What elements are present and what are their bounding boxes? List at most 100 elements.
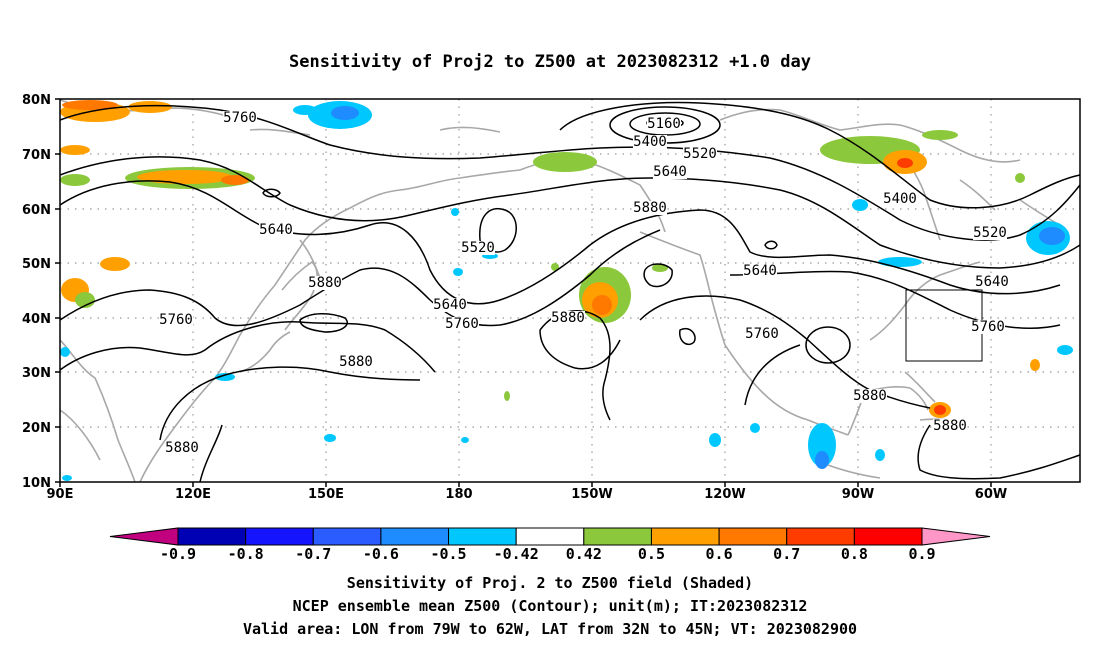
contour-label: 5880 [551,310,585,326]
longitude-axis: 90E 120E 150E 180 150W 120W 90W 60W [47,482,1007,502]
contour-label-bg [339,355,373,369]
contour-label: 5640 [653,164,687,180]
figure-title: Sensitivity of Proj2 to Z500 at 20230823… [289,52,811,72]
colorbar-segment [380,527,450,546]
contour-label: 5640 [743,263,777,279]
lat-tick-label: 20N [22,421,51,436]
colorbar-segment [853,527,923,546]
lat-tick-label: 70N [22,148,51,163]
colorbar-tick-label: 0.5 [638,545,665,563]
contour-label: 5880 [165,440,199,456]
sensitivity-shading [60,100,1073,481]
contour-label-bg [743,264,777,278]
contour-label: 5400 [633,134,667,150]
contour-label: 5520 [683,146,717,162]
contour-label: 5640 [975,274,1009,290]
contour-label: 5640 [433,297,467,313]
contour-label: 5760 [445,316,479,332]
contour-label: 5400 [883,191,917,207]
contour-label-bg [461,241,495,255]
contour-label: 5880 [308,275,342,291]
contour-label-bg [647,117,681,131]
lon-tick-label: 180 [445,487,472,502]
lon-tick-label: 120E [175,487,211,502]
contour-label-bg [259,223,293,237]
colorbar-segment [515,527,585,546]
contour-label-bg [745,327,779,341]
map-plot-area: 5160 5400 5520 5640 5760 5520 5640 5520 5640 5760… [59,98,1081,483]
contour-label: 5760 [159,312,193,328]
contour-label: 5640 [259,222,293,238]
lon-tick-label: 90E [47,487,74,502]
caption-line-1: Sensitivity of Proj. 2 to Z500 field (Sh… [347,574,753,592]
caption-line-2: NCEP ensemble mean Z500 (Contour); unit(… [293,597,808,615]
lon-tick-label: 60W [975,487,1007,502]
lat-tick-label: 40N [22,312,51,327]
lat-tick-label: 60N [22,203,51,218]
colorbar-tick-label: -0.5 [430,545,466,563]
contour-label: 5520 [973,225,1007,241]
contour-label-bg [308,276,342,290]
lon-tick-label: 120W [704,487,745,502]
colorbar-tick-label: -0.6 [363,545,399,563]
contour-label: 5880 [933,418,967,434]
contour-label-bg [551,311,585,325]
contour-label-bg [159,313,193,327]
colorbar-tick-label: -0.42 [494,545,539,563]
lat-tick-label: 10N [22,476,51,491]
colorbar-segment [448,527,517,546]
colorbar-segment [650,527,720,546]
contour-label: 5520 [461,240,495,256]
contour-label-bg [853,389,887,403]
lat-tick-label: 50N [22,257,51,272]
contour-label: 5880 [339,354,373,370]
colorbar-segment [245,527,314,546]
colorbar-tick-label: -0.8 [228,545,264,563]
contour-label: 5760 [971,319,1005,335]
contour-label: 5160 [647,116,681,132]
contour-label-bg [633,201,667,215]
colorbar-tick-label: 0.8 [841,545,868,563]
caption-line-3: Valid area: LON from 79W to 62W, LAT fro… [243,620,857,638]
lon-tick-label: 90W [842,487,874,502]
contour-label-bg [975,275,1009,289]
lat-tick-label: 30N [22,366,51,381]
colorbar-segment [312,527,382,546]
contour-label-bg [433,298,467,312]
contour-label-bg [973,226,1007,240]
contour-label-bg [971,320,1005,334]
contour-label-bg [223,111,257,125]
colorbar-segment [718,527,788,546]
lon-tick-label: 150E [308,487,344,502]
contour-label: 5760 [745,326,779,342]
contour-label-bg [883,192,917,206]
colorbar-segment [786,527,855,546]
colorbar: -0.9 -0.8 -0.7 -0.6 -0.5 -0.42 0.42 0.5 0.6 0.7 0.… [109,527,991,563]
contour-label-bg [933,419,967,433]
latitude-axis: 80N 70N 60N 50N 40N 30N 20N 10N [22,93,60,491]
contour-label: 5880 [633,200,667,216]
colorbar-tick-label: 0.6 [706,545,733,563]
map-border [59,98,1081,483]
contour-label-bg [445,317,479,331]
colorbar-max-triangle [921,527,991,546]
contour-label-bg [633,135,667,149]
contour-label: 5880 [853,388,887,404]
lat-tick-label: 80N [22,93,51,108]
contour-label-bg [165,441,199,455]
contour-label: 5760 [223,110,257,126]
colorbar-tick-label: -0.7 [295,545,331,563]
contour-label-bg [653,165,687,179]
colorbar-tick-label: 0.9 [908,545,935,563]
lon-tick-label: 150W [571,487,612,502]
colorbar-tick-label: 0.7 [773,545,800,563]
colorbar-segment [177,527,247,546]
colorbar-min-triangle [109,527,179,546]
z500-contours [59,101,1081,483]
contour-label-bg [683,147,717,161]
colorbar-segment [583,527,652,546]
contour-labels: 5160 5400 5520 5640 5760 5520 5640 5520 5640 5760… [159,110,1009,456]
colorbar-tick-label: 0.42 [566,545,602,563]
colorbar-tick-label: -0.9 [160,545,196,563]
